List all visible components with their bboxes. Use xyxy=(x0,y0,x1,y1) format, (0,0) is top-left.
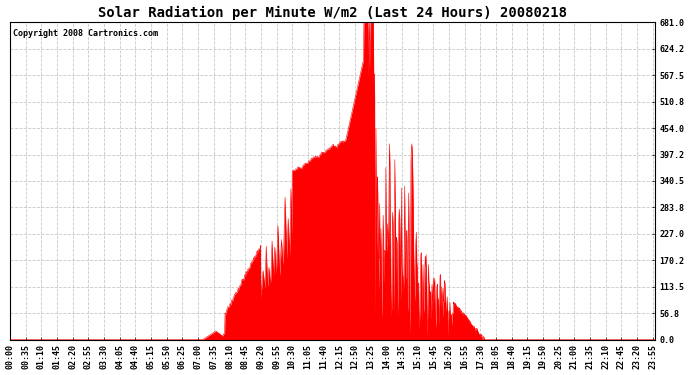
Title: Solar Radiation per Minute W/m2 (Last 24 Hours) 20080218: Solar Radiation per Minute W/m2 (Last 24… xyxy=(98,6,566,20)
Text: Copyright 2008 Cartronics.com: Copyright 2008 Cartronics.com xyxy=(13,28,158,38)
